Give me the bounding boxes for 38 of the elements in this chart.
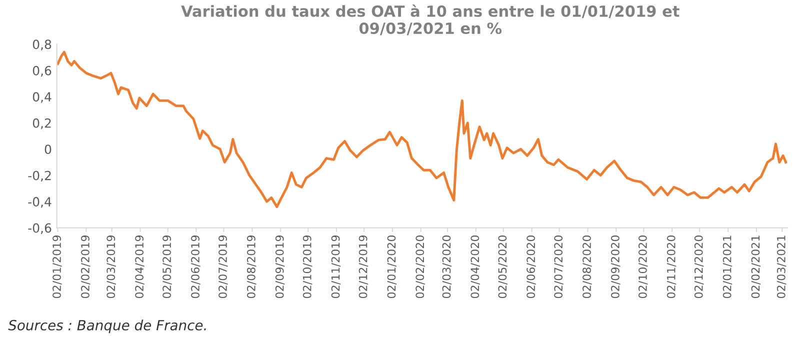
y-tick-label: 0 [44, 144, 52, 154]
x-tick-label: 02/11/2019 [331, 236, 341, 298]
x-tick-label: 02/02/2019 [81, 236, 90, 298]
chart-title: Variation du taux des OAT à 10 ans entre le 01/01/2019 et 09/03/2021 en % [181, 4, 680, 36]
x-tick-label: 02/06/2020 [526, 235, 536, 298]
line-series [56, 50, 788, 208]
x-tick-label: 02/02/2021 [751, 236, 761, 298]
y-tick-label: 0,4 [32, 92, 52, 103]
y-tick-label: 0,8 [32, 40, 52, 50]
x-tick-label: 02/12/2019 [358, 236, 368, 298]
x-tick-label: 02/03/2021 [776, 236, 786, 298]
y-tick-label: 0,2 [32, 118, 51, 130]
x-tick-label: 02/09/2020 [610, 235, 620, 298]
x-tick-label: 02/05/2020 [498, 235, 508, 298]
x-tick-label: 02/03/2020 [442, 235, 452, 298]
y-tick-label: -0,4 [28, 197, 52, 208]
x-tick-label: 02/10/2019 [302, 236, 312, 298]
source-note: Sources : Banque de France. [8, 320, 206, 334]
y-tick-label: -0,2 [28, 170, 51, 182]
x-tick-label: 02/01/2020 [387, 235, 397, 298]
x-tick-label: 02/07/2019 [218, 236, 228, 298]
x-tick-label: 02/06/2019 [191, 236, 200, 298]
x-tick-label: 02/11/2020 [666, 235, 676, 298]
x-tick-label: 02/08/2019 [246, 236, 256, 298]
y-tick-label: -0,6 [28, 223, 52, 234]
x-tick-label: 02/03/2019 [106, 236, 116, 298]
x-tick-label: 02/02/2020 [416, 235, 425, 298]
x-tick-label: 02/07/2020 [554, 235, 564, 298]
x-tick-label: 02/12/2020 [694, 235, 704, 298]
x-tick-label: 02/01/2021 [722, 236, 732, 298]
x-tick-label: 02/01/2019 [52, 236, 62, 298]
x-tick-label: 02/09/2019 [275, 236, 285, 298]
y-tick-label: 0,6 [32, 66, 52, 77]
x-tick-label: 02/08/2020 [582, 235, 592, 298]
x-tick-label: 02/10/2020 [638, 235, 648, 298]
x-tick-label: 02/05/2019 [162, 236, 172, 298]
x-tick-label: 02/04/2020 [470, 235, 480, 298]
x-tick-label: 02/04/2019 [135, 236, 144, 298]
